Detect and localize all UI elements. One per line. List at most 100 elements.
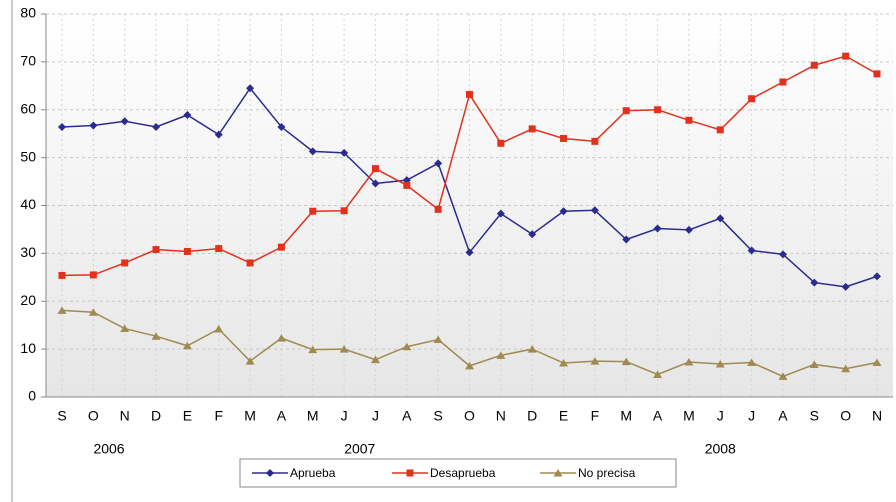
marker: [246, 259, 254, 267]
marker: [528, 125, 536, 133]
x-tick-label: N: [872, 408, 882, 424]
x-tick-label: F: [214, 408, 223, 424]
marker: [622, 235, 631, 244]
marker: [685, 116, 693, 124]
marker: [716, 126, 724, 134]
x-tick-label: J: [341, 408, 348, 424]
marker: [371, 165, 379, 173]
marker: [497, 139, 505, 147]
marker: [778, 372, 788, 380]
marker: [152, 122, 161, 131]
marker: [622, 107, 630, 115]
y-tick-label: 0: [28, 388, 36, 404]
x-group-label: 2006: [93, 441, 124, 457]
x-tick-label: S: [810, 408, 819, 424]
marker: [88, 308, 98, 316]
x-group-label: 2008: [705, 441, 736, 457]
x-tick-label: M: [683, 408, 695, 424]
marker: [747, 358, 757, 367]
marker: [653, 370, 663, 378]
marker: [872, 358, 882, 367]
x-tick-label: M: [307, 408, 319, 424]
marker: [183, 111, 192, 120]
marker: [621, 357, 631, 366]
marker: [340, 207, 348, 215]
marker: [810, 278, 819, 287]
marker: [182, 341, 192, 350]
marker: [590, 206, 599, 215]
y-tick-label: 30: [20, 244, 36, 260]
marker: [309, 207, 317, 215]
marker: [120, 117, 129, 126]
marker: [433, 335, 443, 344]
legend-label: Aprueba: [290, 466, 336, 480]
marker: [527, 345, 537, 353]
y-tick-label: 40: [20, 196, 36, 212]
marker: [214, 130, 223, 139]
marker: [214, 325, 224, 333]
y-tick-label: 60: [20, 100, 36, 116]
marker: [277, 122, 286, 131]
marker: [152, 246, 160, 254]
x-tick-label: O: [88, 408, 99, 424]
x-tick-label: N: [120, 408, 130, 424]
marker: [684, 225, 693, 234]
marker: [276, 334, 286, 342]
x-tick-label: F: [591, 408, 600, 424]
x-tick-label: A: [778, 408, 788, 424]
marker: [57, 306, 67, 314]
x-tick-label: J: [372, 408, 379, 424]
marker: [528, 230, 537, 239]
y-tick-label: 80: [20, 5, 36, 21]
x-tick-label: O: [840, 408, 851, 424]
marker: [371, 179, 380, 188]
marker: [403, 181, 411, 189]
x-tick-label: M: [620, 408, 632, 424]
marker: [120, 324, 130, 333]
y-tick-label: 20: [20, 292, 36, 308]
marker: [810, 61, 818, 69]
marker: [873, 272, 881, 281]
marker: [715, 359, 725, 368]
x-tick-label: D: [527, 408, 537, 424]
marker: [873, 70, 881, 78]
x-group-label: 2007: [344, 441, 375, 457]
marker: [308, 147, 317, 156]
marker: [215, 245, 223, 253]
marker: [370, 355, 380, 364]
marker: [716, 214, 725, 223]
y-tick-label: 70: [20, 53, 36, 69]
legend-label: Desaprueba: [430, 466, 496, 480]
marker: [590, 357, 600, 365]
x-tick-label: E: [183, 408, 192, 424]
marker: [151, 332, 161, 340]
x-tick-label: S: [57, 408, 66, 424]
marker: [277, 243, 285, 251]
marker: [684, 358, 694, 366]
marker: [406, 469, 414, 477]
marker: [654, 106, 662, 114]
x-tick-label: O: [464, 408, 475, 424]
x-tick-label: S: [433, 408, 442, 424]
marker: [266, 469, 274, 477]
marker: [339, 345, 349, 353]
marker: [121, 259, 129, 267]
marker: [560, 134, 568, 142]
marker: [841, 282, 850, 291]
marker: [553, 469, 563, 477]
marker: [779, 78, 787, 86]
legend: Aprueba Desaprueba No precisa: [239, 458, 677, 488]
marker: [591, 137, 599, 145]
x-tick-label: A: [402, 408, 412, 424]
x-tick-label: J: [717, 408, 724, 424]
marker: [58, 271, 66, 279]
x-tick-label: J: [748, 408, 755, 424]
marker: [465, 248, 474, 257]
marker: [841, 364, 851, 373]
marker: [842, 52, 850, 60]
marker: [402, 342, 412, 351]
marker: [496, 209, 505, 218]
marker: [89, 121, 98, 130]
x-tick-label: M: [244, 408, 256, 424]
